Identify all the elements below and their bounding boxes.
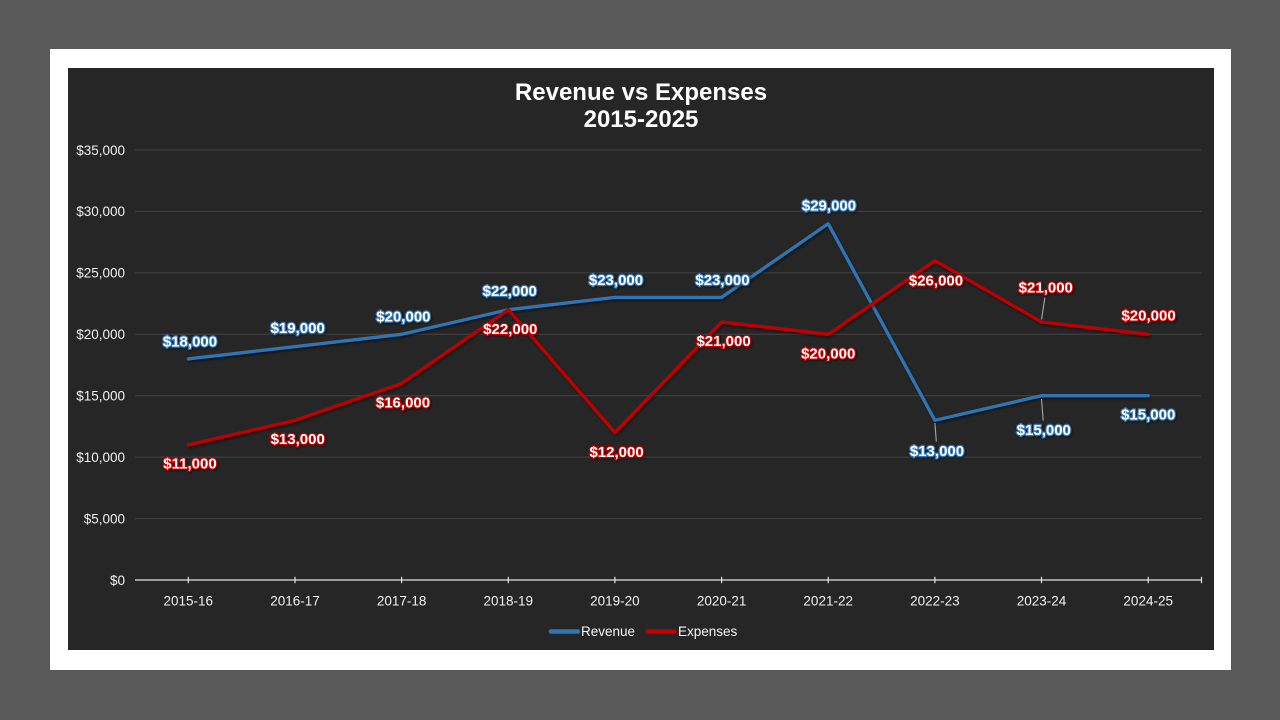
svg-text:2019-20: 2019-20: [590, 594, 640, 609]
svg-text:$25,000: $25,000: [76, 266, 125, 281]
svg-text:Revenue vs Expenses: Revenue vs Expenses: [515, 79, 767, 106]
svg-text:$18,000: $18,000: [163, 333, 217, 350]
svg-text:2022-23: 2022-23: [910, 594, 960, 609]
svg-text:$20,000: $20,000: [76, 327, 125, 342]
svg-text:$22,000: $22,000: [483, 283, 537, 300]
svg-text:2015-16: 2015-16: [164, 594, 214, 609]
svg-text:Expenses: Expenses: [678, 624, 738, 639]
svg-text:$23,000: $23,000: [695, 272, 749, 289]
svg-text:$0: $0: [110, 573, 125, 588]
svg-text:$13,000: $13,000: [271, 431, 325, 448]
svg-text:$20,000: $20,000: [801, 346, 855, 363]
svg-text:$19,000: $19,000: [271, 320, 325, 337]
svg-text:$30,000: $30,000: [76, 204, 125, 219]
svg-text:$12,000: $12,000: [589, 444, 643, 461]
svg-text:$29,000: $29,000: [802, 198, 856, 215]
svg-text:$21,000: $21,000: [1019, 280, 1073, 297]
svg-text:$20,000: $20,000: [376, 309, 430, 326]
svg-text:$10,000: $10,000: [76, 450, 125, 465]
svg-text:2018-19: 2018-19: [484, 594, 534, 609]
svg-text:2023-24: 2023-24: [1017, 594, 1067, 609]
svg-text:Revenue: Revenue: [581, 624, 635, 639]
svg-text:2021-22: 2021-22: [803, 594, 853, 609]
svg-text:2020-21: 2020-21: [697, 594, 747, 609]
svg-text:$15,000: $15,000: [76, 389, 125, 404]
svg-text:2016-17: 2016-17: [270, 594, 320, 609]
svg-text:2015-2025: 2015-2025: [584, 106, 699, 133]
svg-text:$16,000: $16,000: [376, 394, 430, 411]
svg-text:$15,000: $15,000: [1017, 422, 1071, 439]
svg-text:$22,000: $22,000: [483, 321, 537, 338]
svg-text:2024-25: 2024-25: [1123, 594, 1173, 609]
svg-text:$5,000: $5,000: [84, 511, 125, 526]
svg-text:$23,000: $23,000: [589, 272, 643, 289]
svg-text:$15,000: $15,000: [1121, 407, 1175, 424]
svg-text:$11,000: $11,000: [163, 455, 216, 472]
svg-text:$20,000: $20,000: [1121, 308, 1175, 325]
svg-text:$35,000: $35,000: [76, 143, 125, 158]
svg-text:2017-18: 2017-18: [377, 594, 427, 609]
svg-text:$21,000: $21,000: [696, 333, 750, 350]
svg-text:$13,000: $13,000: [910, 443, 964, 460]
svg-text:$26,000: $26,000: [909, 273, 963, 290]
